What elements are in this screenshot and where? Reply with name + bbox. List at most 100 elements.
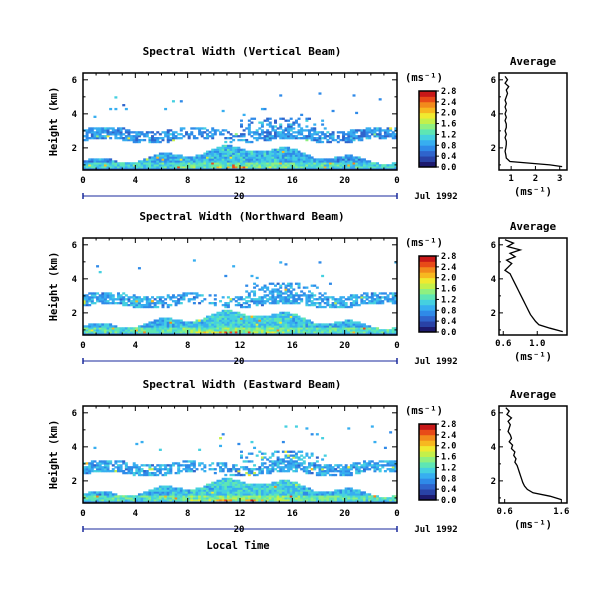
colorbar-band [419, 107, 436, 114]
y-tick-label: 2 [72, 477, 77, 487]
profile-y-tick-label: 4 [491, 110, 497, 120]
x-tick-label: 8 [185, 341, 190, 351]
colorbar-band [419, 462, 436, 468]
colorbar-tick-label: 0.4 [441, 152, 456, 162]
x-tick-label: 8 [185, 176, 190, 186]
date-axis-suffix: Jul 1992 [414, 525, 457, 535]
x-tick-label: 0 [80, 176, 85, 186]
profile-y-tick-label: 4 [491, 275, 497, 285]
colorbar-tick-label: 0.0 [441, 163, 456, 173]
profile-x-tick-label: 0.6 [495, 339, 511, 349]
colorbar-tick-label: 1.2 [441, 295, 456, 305]
colorbar-band [419, 321, 436, 327]
profile-x-tick-label: 2 [533, 174, 538, 184]
panel-title: Spectral Width (Northward Beam) [139, 210, 344, 223]
profile-line [504, 76, 563, 168]
colorbar-band [419, 96, 436, 103]
panel-title: Spectral Width (Vertical Beam) [143, 45, 342, 58]
colorbar-band [419, 277, 436, 284]
y-tick-label: 2 [72, 144, 77, 154]
y-axis-label: Height (km) [48, 420, 60, 490]
date-axis-label: 20 [234, 357, 245, 367]
colorbar-band [419, 288, 436, 295]
colorbar-tick-label: 1.2 [441, 463, 456, 473]
colorbar-frame [418, 423, 437, 501]
colorbar-band [419, 440, 436, 447]
colorbar-tick-label: 2.4 [441, 98, 456, 108]
colorbar-band [419, 156, 436, 162]
x-tick-label: 0 [394, 341, 399, 351]
x-tick-label: 12 [235, 176, 246, 186]
profile-line [505, 407, 562, 501]
x-tick-label: 12 [235, 341, 246, 351]
colorbar-tick-label: 0.0 [441, 328, 456, 338]
profile-x-tick-label: 1.0 [529, 339, 545, 349]
colorbar-band [419, 304, 436, 311]
x-tick-label: 0 [394, 176, 399, 186]
x-tick-label: 16 [287, 509, 298, 519]
x-tick-label: 4 [133, 509, 139, 519]
colorbar-tick-label: 0.0 [441, 496, 456, 506]
colorbar-band [419, 424, 436, 430]
colorbar-band [419, 310, 436, 317]
colorbar-tick-label: 0.4 [441, 485, 456, 495]
colorbar-band [419, 123, 436, 130]
profile-title: Average [510, 220, 557, 233]
date-axis-label: 20 [234, 525, 245, 535]
y-axis-label: Height (km) [48, 252, 60, 322]
x-tick-label: 0 [80, 509, 85, 519]
x-tick-label: 12 [235, 509, 246, 519]
colorbar-band [419, 299, 436, 306]
x-tick-label: 4 [133, 176, 139, 186]
colorbar-band [419, 434, 436, 441]
colorbar-band [419, 134, 436, 141]
colorbar-band [419, 101, 436, 108]
profile-x-tick-label: 3 [557, 174, 562, 184]
colorbar-tick-label: 1.2 [441, 130, 456, 140]
average-profile: Average (ms⁻¹) 2 4 6 1 2 3 [491, 55, 568, 198]
profile-x-tick-label: 1 [508, 174, 513, 184]
x-tick-label: 16 [287, 341, 298, 351]
profile-title: Average [510, 388, 557, 401]
x-tick-label: 4 [133, 341, 139, 351]
colorbar-band [419, 315, 436, 322]
heatmap-cells [83, 92, 398, 171]
colorbar-band [419, 139, 436, 146]
colorbar-tick-label: 2.0 [441, 109, 456, 119]
colorbar-band [419, 326, 436, 333]
colorbar-band [419, 445, 436, 452]
colorbar-band [419, 467, 436, 474]
x-tick-label: 20 [339, 341, 350, 351]
x-tick-label: 16 [287, 176, 298, 186]
profile-y-tick-label: 2 [491, 477, 496, 487]
colorbar-band [419, 112, 436, 119]
panel-3: 0 4 8 12 16 20 0 2 4 6 Spectral Width (Eastward Be… [48, 378, 569, 535]
profile-x-tick-label: 0.6 [497, 507, 513, 517]
average-profile: Average (ms⁻¹) 2 4 6 0.6 1.0 [491, 220, 568, 363]
colorbar-band [419, 272, 436, 279]
x-tick-label: 20 [339, 509, 350, 519]
colorbar-tick-label: 2.0 [441, 442, 456, 452]
profile-x-tick-label: 1.6 [553, 507, 569, 517]
colorbar-band [419, 150, 436, 157]
colorbar-unit-label: (ms⁻¹) [405, 405, 443, 417]
y-tick-label: 4 [72, 443, 78, 453]
profile-line [503, 239, 563, 333]
colorbar-band [419, 129, 436, 135]
colorbar-tick-label: 0.4 [441, 317, 456, 327]
profile-frame [498, 405, 568, 504]
colorbar-tick-label: 2.4 [441, 263, 456, 273]
colorbar-tick-label: 2.0 [441, 274, 456, 284]
colorbar-band [419, 478, 436, 485]
y-tick-label: 4 [72, 110, 78, 120]
colorbar-tick-label: 1.6 [441, 285, 456, 295]
colorbar-band [419, 261, 436, 268]
colorbar-tick-label: 0.8 [441, 306, 456, 316]
average-profile: Average (ms⁻¹) 2 4 6 0.6 1.6 [491, 388, 570, 531]
colorbar-band [419, 483, 436, 490]
colorbar-band [419, 145, 436, 152]
x-tick-label: 20 [339, 176, 350, 186]
x-tick-label: 0 [80, 341, 85, 351]
